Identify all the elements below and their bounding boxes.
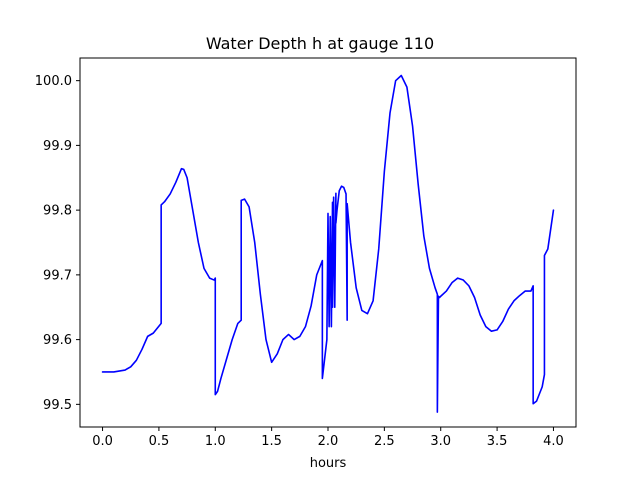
plot-area: 0.0 0.5 1.0 1.5 2.0 2.5 3.0 3.5 4.0 99.5 99.6 99.7 9… <box>35 57 577 449</box>
x-tick-label: 2.0 <box>318 434 339 449</box>
y-tick-label: 99.5 <box>43 398 72 413</box>
x-tick-label: 0.5 <box>149 434 170 449</box>
x-tick-label: 4.0 <box>543 434 564 449</box>
x-tick-label: 1.0 <box>205 434 226 449</box>
y-tick-label: 99.8 <box>43 204 72 219</box>
y-tick-label: 99.7 <box>43 268 72 283</box>
x-tick-label: 0.0 <box>92 434 113 449</box>
x-tick-label: 1.5 <box>261 434 282 449</box>
x-tick-label: 3.0 <box>430 434 451 449</box>
chart-title: Water Depth h at gauge 110 <box>206 34 434 53</box>
x-tick-label: 2.5 <box>374 434 395 449</box>
y-tick-label: 99.9 <box>43 139 72 154</box>
x-tick-label: 3.5 <box>487 434 508 449</box>
x-axis-title: hours <box>310 456 347 471</box>
y-tick-label: 99.6 <box>43 333 72 348</box>
y-tick-label: 100.0 <box>35 74 72 89</box>
series-line-0 <box>101 74 555 413</box>
